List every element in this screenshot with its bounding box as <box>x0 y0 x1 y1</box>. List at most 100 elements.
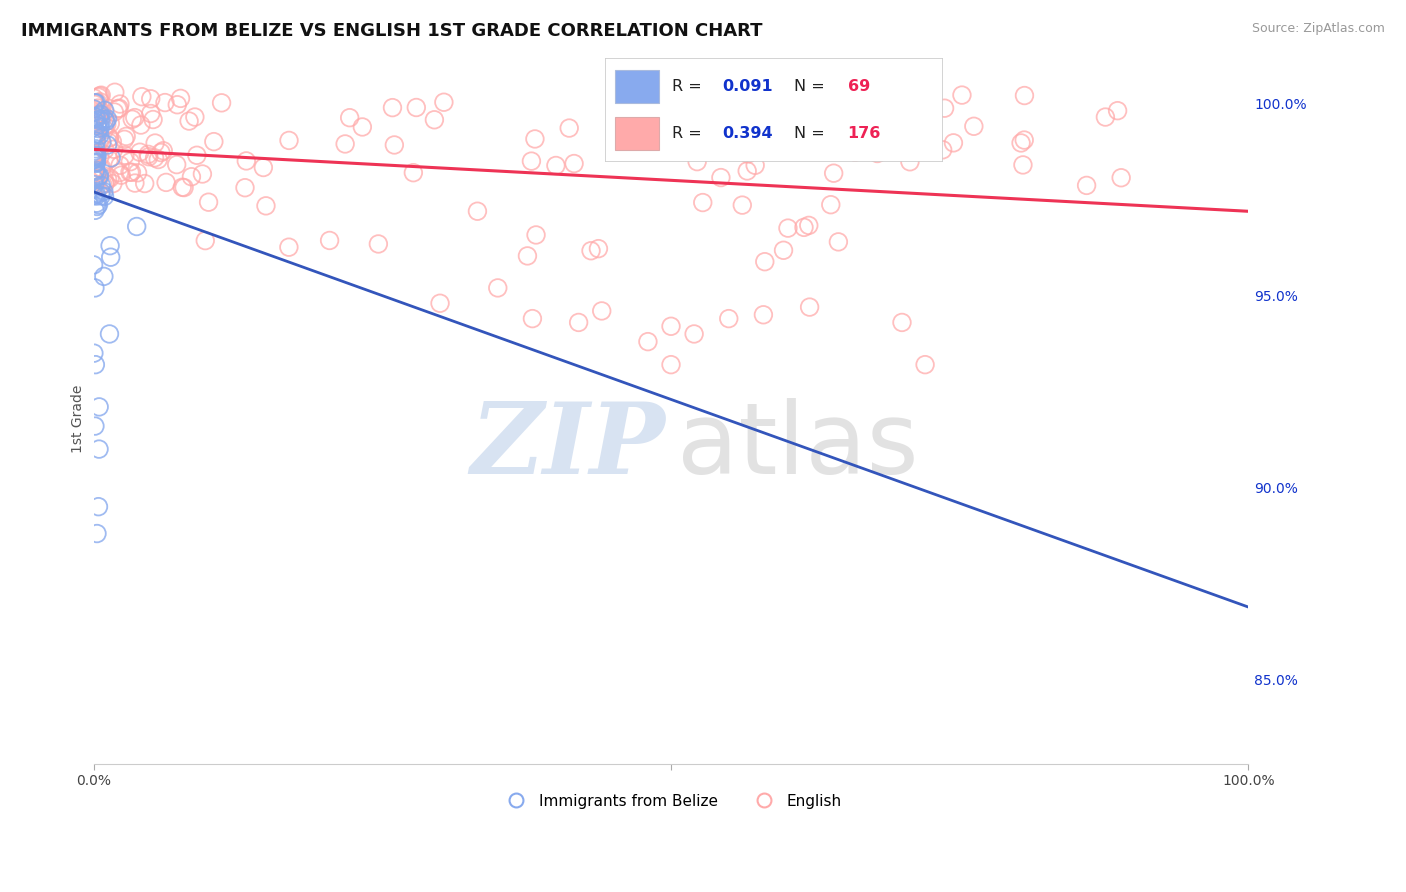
Point <box>87 500 110 514</box>
Point <box>98 238 121 252</box>
Point <box>93 122 115 136</box>
Point <box>616 92 638 106</box>
Point <box>659 358 682 372</box>
Point <box>86 148 108 162</box>
Point <box>765 128 787 143</box>
Point <box>108 97 131 112</box>
Point <box>127 166 149 180</box>
Point <box>180 169 202 184</box>
Point <box>86 196 108 211</box>
Point <box>86 149 108 163</box>
Point <box>103 142 125 156</box>
Point <box>169 91 191 105</box>
Point <box>173 180 195 194</box>
Point <box>382 138 405 153</box>
Y-axis label: 1st Grade: 1st Grade <box>72 384 86 452</box>
Point <box>84 164 107 178</box>
Point <box>114 148 136 162</box>
Legend: Immigrants from Belize, English: Immigrants from Belize, English <box>495 788 848 815</box>
Point <box>731 198 754 212</box>
Point <box>86 151 108 165</box>
Point <box>83 178 105 192</box>
Point <box>94 177 117 191</box>
Point <box>1107 103 1129 118</box>
Point <box>83 95 105 110</box>
Point <box>84 146 107 161</box>
Point <box>704 139 727 153</box>
Point <box>83 102 105 116</box>
Point <box>87 121 110 136</box>
Point <box>166 158 188 172</box>
Point <box>120 165 142 179</box>
Point <box>352 120 374 134</box>
Point <box>662 140 685 154</box>
Point <box>735 164 758 178</box>
Point <box>84 95 107 110</box>
Point <box>90 88 112 103</box>
Point <box>191 167 214 181</box>
Point <box>562 156 585 170</box>
Point <box>429 296 451 310</box>
Point <box>524 227 547 242</box>
Point <box>186 148 208 162</box>
Point <box>591 304 613 318</box>
Point <box>467 204 489 219</box>
Point <box>823 166 845 180</box>
Point <box>522 311 544 326</box>
Point <box>86 187 108 202</box>
Point <box>866 146 889 161</box>
Point <box>1076 178 1098 193</box>
Text: R =: R = <box>672 79 707 95</box>
Point <box>89 106 111 120</box>
Point <box>114 132 136 146</box>
Point <box>83 258 105 272</box>
Point <box>86 119 108 133</box>
Point <box>666 129 689 144</box>
Point <box>84 171 107 186</box>
Point <box>252 161 274 175</box>
Point <box>87 101 110 115</box>
Point <box>84 281 107 295</box>
Point <box>717 311 740 326</box>
Point <box>83 346 105 360</box>
Point <box>83 150 105 164</box>
Point <box>486 281 509 295</box>
Point <box>699 105 721 120</box>
Point <box>90 189 112 203</box>
Point <box>579 244 602 258</box>
Point <box>166 97 188 112</box>
Point <box>873 103 896 118</box>
Point <box>89 128 111 143</box>
Point <box>107 102 129 116</box>
Point <box>963 120 986 134</box>
Point <box>86 134 108 148</box>
Point <box>277 240 299 254</box>
Point <box>83 172 105 186</box>
Point <box>94 143 117 157</box>
Text: ZIP: ZIP <box>470 398 665 494</box>
Point <box>84 115 107 129</box>
Point <box>100 151 122 165</box>
Point <box>254 199 277 213</box>
Point <box>194 234 217 248</box>
Text: 69: 69 <box>848 79 870 95</box>
Point <box>84 172 107 186</box>
Point <box>87 442 110 456</box>
Point <box>333 136 356 151</box>
Point <box>96 138 118 153</box>
Point <box>89 112 111 127</box>
Point <box>118 165 141 179</box>
Point <box>702 103 724 118</box>
Point <box>737 147 759 161</box>
Point <box>93 112 115 127</box>
Point <box>84 358 107 372</box>
Point <box>91 108 114 122</box>
Text: N =: N = <box>793 79 830 95</box>
Point <box>782 94 804 108</box>
Point <box>754 112 776 127</box>
Point <box>89 133 111 147</box>
Point <box>120 154 142 169</box>
Text: 176: 176 <box>848 127 882 142</box>
Point <box>104 85 127 99</box>
Point <box>87 169 110 184</box>
